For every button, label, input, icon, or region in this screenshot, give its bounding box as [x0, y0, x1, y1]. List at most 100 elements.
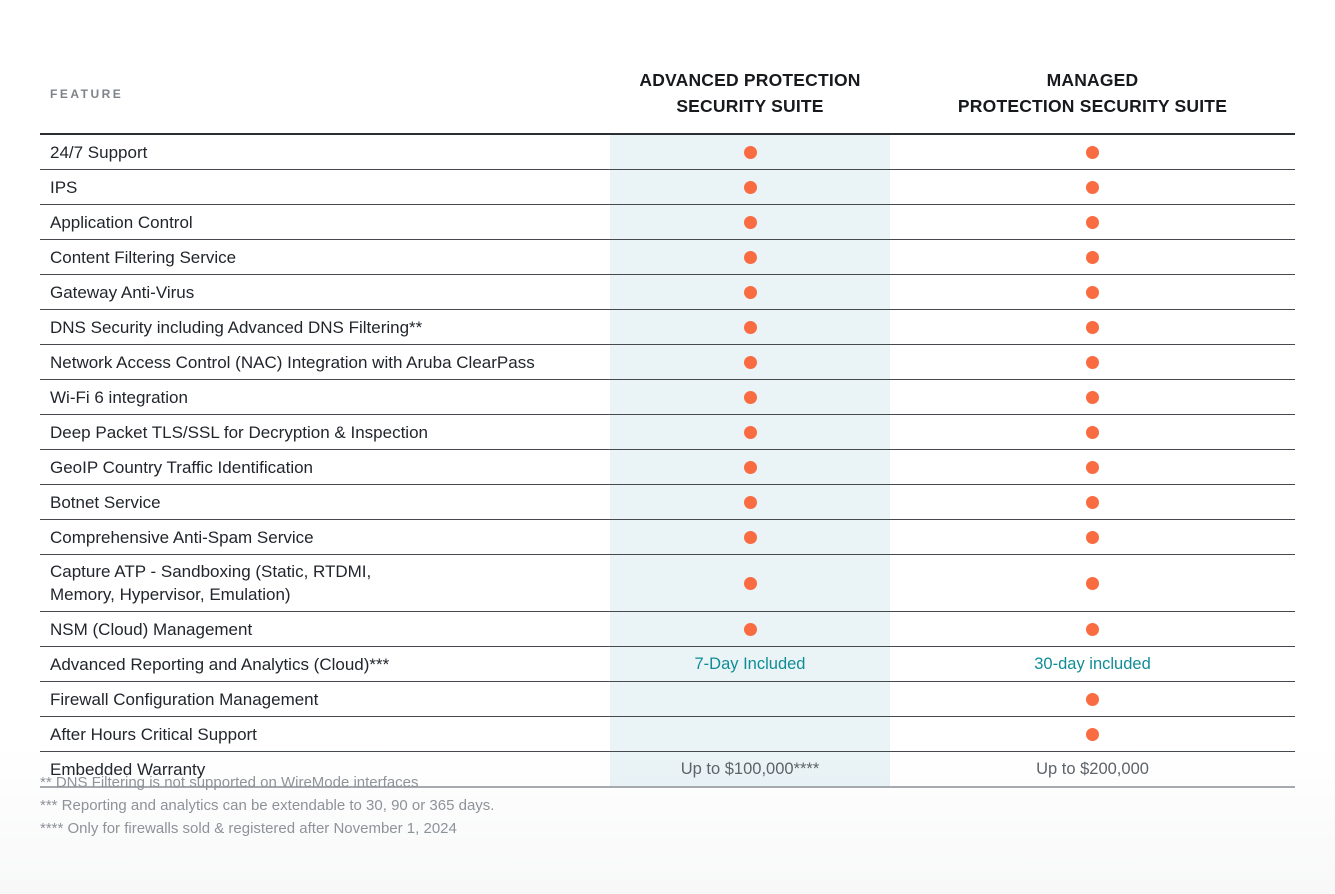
- table-row: IPS: [40, 169, 1295, 204]
- feature-name: NSM (Cloud) Management: [50, 619, 253, 639]
- advanced-suite-cell: [610, 450, 890, 484]
- feature-name: Firewall Configuration Management: [50, 689, 319, 709]
- included-dot-icon: [743, 320, 757, 334]
- managed-suite-cell: [890, 520, 1295, 554]
- managed-suite-cell: [890, 275, 1295, 309]
- table-row: Gateway Anti-Virus: [40, 274, 1295, 309]
- included-dot-icon: [743, 285, 757, 299]
- managed-suite-cell: [890, 415, 1295, 449]
- managed-suite-cell: [890, 380, 1295, 414]
- table-row: Wi-Fi 6 integration: [40, 379, 1295, 414]
- managed-suite-cell: [890, 450, 1295, 484]
- advanced-suite-cell: [610, 612, 890, 646]
- advanced-suite-cell: [610, 240, 890, 274]
- advanced-suite-cell: [610, 310, 890, 344]
- included-dot-icon: [1086, 425, 1099, 439]
- table-row: Advanced Reporting and Analytics (Cloud)…: [40, 646, 1295, 681]
- managed-suite-cell: [890, 612, 1295, 646]
- managed-suite-cell: Up to $200,000: [890, 752, 1295, 786]
- advanced-suite-cell: [610, 717, 890, 751]
- advanced-suite-cell: 7-Day Included: [610, 647, 890, 681]
- feature-name: IPS: [50, 177, 78, 197]
- feature-name: Application Control: [50, 212, 193, 232]
- included-dot-icon: [1086, 495, 1099, 509]
- included-dot-icon: [743, 576, 757, 590]
- table-row: Firewall Configuration Management: [40, 681, 1295, 716]
- value-text: Up to $100,000****: [680, 759, 820, 778]
- included-dot-icon: [1086, 460, 1099, 474]
- included-dot-icon: [1086, 622, 1099, 636]
- included-dot-icon: [743, 215, 757, 229]
- advanced-suite-cell: [610, 555, 890, 611]
- included-dot-icon: [743, 530, 757, 544]
- advanced-suite-column-heading: ADVANCED PROTECTION SECURITY SUITE: [639, 70, 861, 116]
- feature-name: Advanced Reporting and Analytics (Cloud)…: [50, 654, 390, 674]
- feature-name: Wi-Fi 6 integration: [50, 387, 188, 407]
- included-dot-icon: [1086, 250, 1099, 264]
- included-dot-icon: [1086, 576, 1099, 590]
- included-dot-icon: [743, 355, 757, 369]
- advanced-suite-cell: [610, 380, 890, 414]
- advanced-suite-cell: [610, 135, 890, 169]
- footnote-warranty: **** Only for firewalls sold & registere…: [40, 820, 457, 837]
- managed-suite-cell: [890, 485, 1295, 519]
- included-dot-icon: [1086, 320, 1099, 334]
- feature-name: Network Access Control (NAC) Integration…: [50, 352, 535, 372]
- value-text: 30-day included: [1034, 654, 1151, 673]
- managed-suite-cell: [890, 135, 1295, 169]
- table-row: Capture ATP - Sandboxing (Static, RTDMI,…: [40, 554, 1295, 611]
- feature-name: GeoIP Country Traffic Identification: [50, 457, 314, 477]
- advanced-suite-cell: [610, 520, 890, 554]
- feature-name: Deep Packet TLS/SSL for Decryption & Ins…: [50, 422, 428, 442]
- included-dot-icon: [743, 145, 757, 159]
- table-row: Application Control: [40, 204, 1295, 239]
- included-dot-icon: [1086, 285, 1099, 299]
- feature-column-heading: FEATURE: [50, 87, 124, 101]
- feature-name: Botnet Service: [50, 492, 161, 512]
- advanced-suite-cell: [610, 345, 890, 379]
- included-dot-icon: [1086, 215, 1099, 229]
- managed-suite-cell: [890, 682, 1295, 716]
- table-row: DNS Security including Advanced DNS Filt…: [40, 309, 1295, 344]
- value-text: 7-Day Included: [694, 654, 806, 673]
- managed-suite-cell: [890, 717, 1295, 751]
- table-row: NSM (Cloud) Management: [40, 611, 1295, 646]
- table-header: FEATURE ADVANCED PROTECTION SECURITY SUI…: [40, 0, 1295, 133]
- table-row: Network Access Control (NAC) Integration…: [40, 344, 1295, 379]
- feature-name: Gateway Anti-Virus: [50, 282, 195, 302]
- managed-suite-cell: [890, 555, 1295, 611]
- feature-name: DNS Security including Advanced DNS Filt…: [50, 317, 423, 337]
- feature-name: 24/7 Support: [50, 142, 148, 162]
- table-row: Content Filtering Service: [40, 239, 1295, 274]
- table-row: Comprehensive Anti-Spam Service: [40, 519, 1295, 554]
- included-dot-icon: [743, 425, 757, 439]
- value-text: Up to $200,000: [1036, 759, 1149, 778]
- table-row: 24/7 Support: [40, 135, 1295, 169]
- advanced-suite-cell: [610, 485, 890, 519]
- footnote-dns-filtering: ** DNS Filtering is not supported on Wir…: [40, 774, 419, 791]
- advanced-suite-cell: [610, 682, 890, 716]
- included-dot-icon: [743, 250, 757, 264]
- footnotes: ** DNS Filtering is not supported on Wir…: [40, 775, 940, 844]
- feature-name: Comprehensive Anti-Spam Service: [50, 527, 314, 547]
- included-dot-icon: [743, 180, 757, 194]
- feature-comparison-table: 24/7 Support IPS Application Control Con…: [40, 133, 1295, 788]
- managed-suite-cell: [890, 170, 1295, 204]
- managed-suite-cell: 30-day included: [890, 647, 1295, 681]
- table-row: After Hours Critical Support: [40, 716, 1295, 751]
- feature-name: Content Filtering Service: [50, 247, 237, 267]
- included-dot-icon: [743, 460, 757, 474]
- advanced-suite-cell: [610, 415, 890, 449]
- advanced-suite-cell: [610, 170, 890, 204]
- included-dot-icon: [1086, 390, 1099, 404]
- included-dot-icon: [743, 390, 757, 404]
- managed-suite-column-heading: MANAGED PROTECTION SECURITY SUITE: [957, 70, 1228, 116]
- feature-name: Capture ATP - Sandboxing (Static, RTDMI,…: [50, 562, 372, 604]
- advanced-suite-cell: Up to $100,000****: [610, 752, 890, 786]
- table-row: Deep Packet TLS/SSL for Decryption & Ins…: [40, 414, 1295, 449]
- included-dot-icon: [1086, 180, 1099, 194]
- included-dot-icon: [1086, 727, 1099, 741]
- advanced-suite-cell: [610, 205, 890, 239]
- advanced-suite-cell: [610, 275, 890, 309]
- managed-suite-cell: [890, 345, 1295, 379]
